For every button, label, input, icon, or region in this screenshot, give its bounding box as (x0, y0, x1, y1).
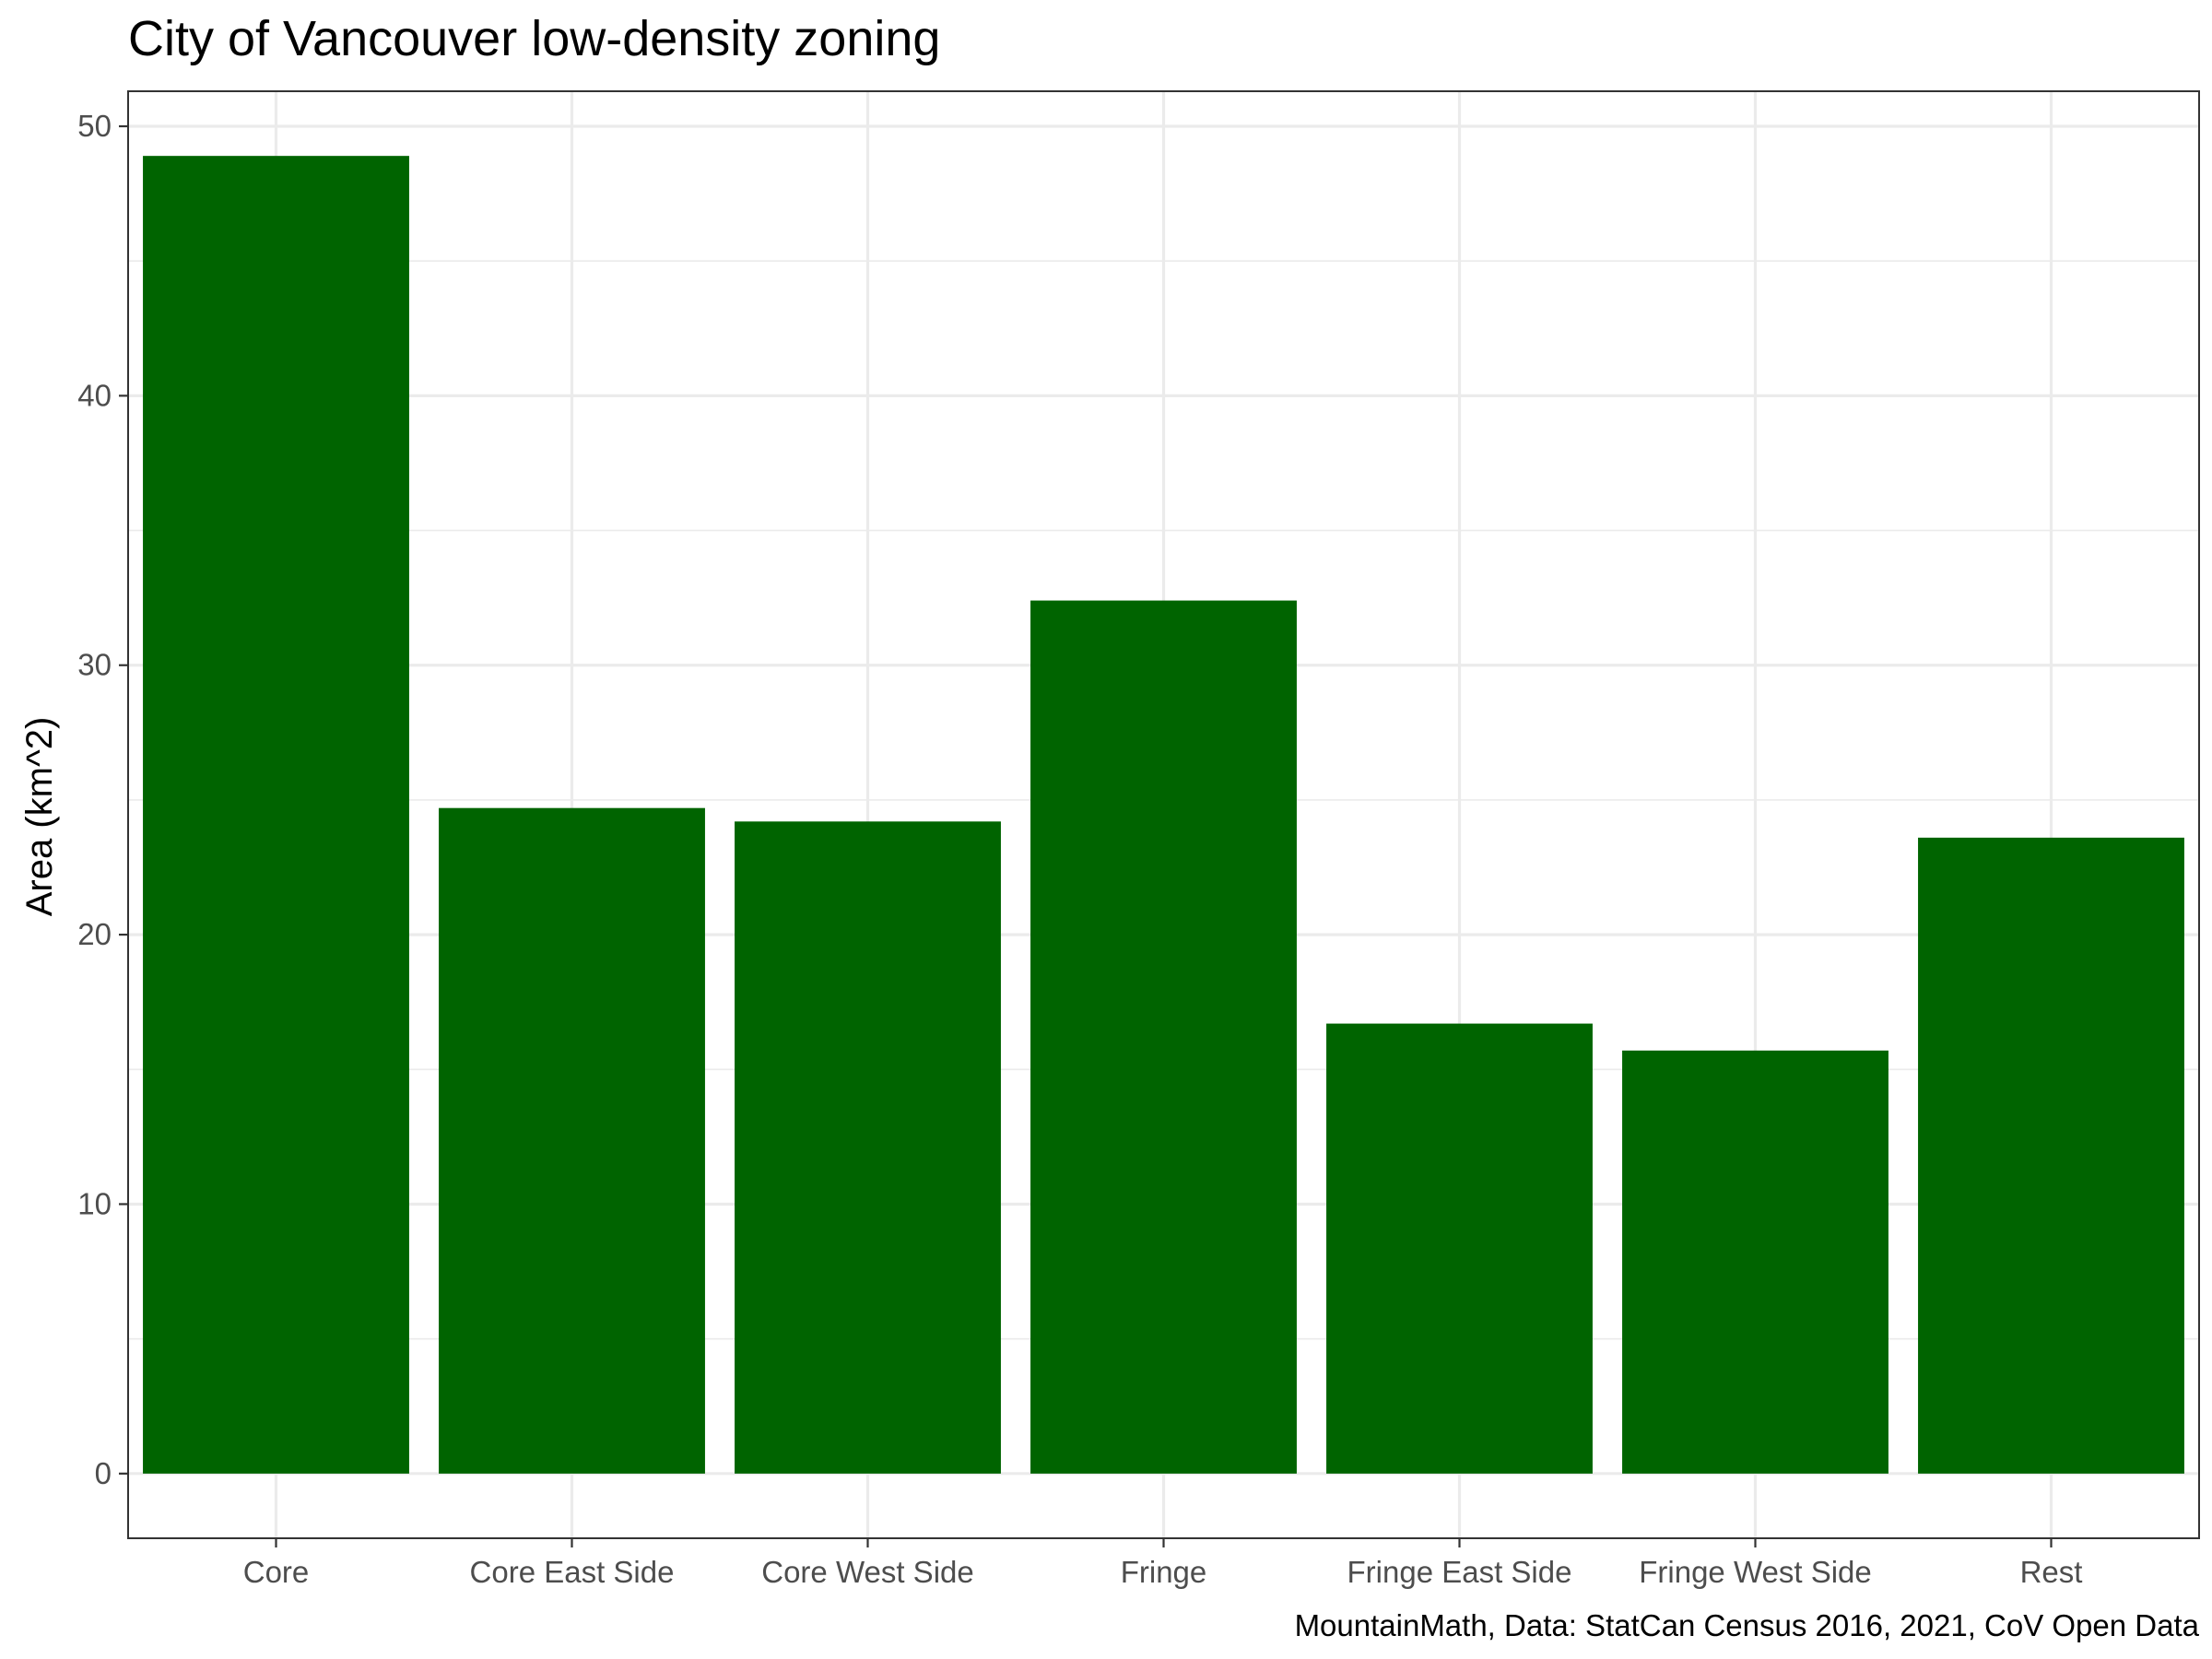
bar-core-west-side (735, 821, 1001, 1474)
x-tick-label: Rest (2020, 1555, 2083, 1589)
bar-fringe-west-side (1622, 1050, 1888, 1474)
chart-title: City of Vancouver low-density zoning (128, 11, 940, 66)
y-axis-title: Area (km^2) (19, 717, 60, 917)
y-tick-label: 30 (77, 648, 112, 682)
x-tick-label: Core East Side (470, 1555, 675, 1589)
chart-caption: MountainMath, Data: StatCan Census 2016,… (1295, 1608, 2200, 1642)
bar-core-east-side (439, 807, 705, 1474)
bar-core (143, 156, 409, 1474)
x-tick-label: Fringe East Side (1347, 1555, 1572, 1589)
x-tick-label: Core (243, 1555, 310, 1589)
y-tick-label: 20 (77, 917, 112, 951)
x-tick-label: Core West Side (761, 1555, 973, 1589)
bar-fringe (1030, 600, 1297, 1474)
bar-fringe-east-side (1326, 1023, 1593, 1474)
y-tick-label: 40 (77, 378, 112, 412)
x-tick-label: Fringe West Side (1639, 1555, 1872, 1589)
x-tick-label: Fringe (1121, 1555, 1207, 1589)
bar-rest (1918, 837, 2184, 1474)
y-tick-label: 50 (77, 109, 112, 143)
y-tick-label: 10 (77, 1186, 112, 1220)
y-tick-label: 0 (95, 1456, 112, 1490)
